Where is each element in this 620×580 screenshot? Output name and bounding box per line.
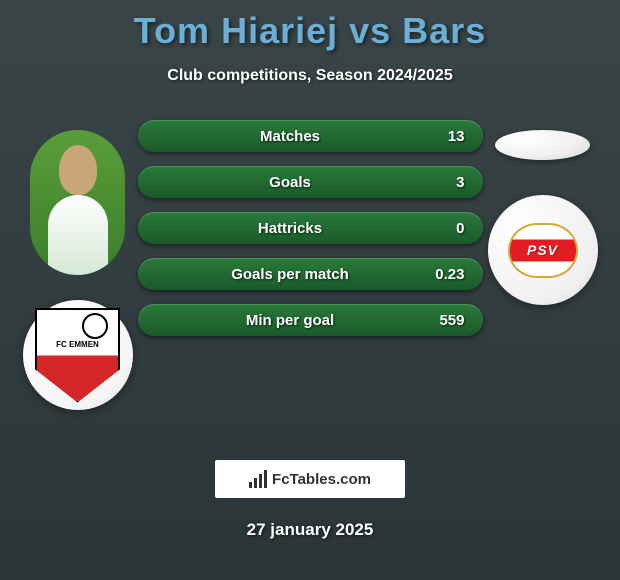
- subtitle: Club competitions, Season 2024/2025: [167, 67, 452, 85]
- stat-value: 3: [425, 174, 465, 191]
- stat-bar-goals: Goals 3: [138, 166, 483, 198]
- stat-value: 0: [425, 220, 465, 237]
- right-club-badge: PSV: [488, 195, 598, 305]
- stat-label: Goals: [156, 174, 425, 191]
- stat-value: 0.23: [425, 266, 465, 283]
- stat-value: 559: [425, 312, 465, 329]
- stat-bar-hattricks: Hattricks 0: [138, 212, 483, 244]
- opponent-placeholder-icon: [495, 130, 590, 160]
- date-text: 27 january 2025: [247, 520, 374, 540]
- watermark-text: FcTables.com: [272, 471, 371, 488]
- player-photo: [30, 130, 125, 275]
- left-player-column: FC EMMEN: [18, 120, 138, 410]
- stats-bars-container: Matches 13 Goals 3 Hattricks 0 Goals per…: [138, 120, 483, 336]
- stat-label: Matches: [156, 128, 425, 145]
- soccer-ball-icon: [82, 313, 108, 339]
- psv-club-name: PSV: [527, 242, 558, 258]
- stat-label: Min per goal: [156, 312, 425, 329]
- stat-label: Goals per match: [156, 266, 425, 283]
- stat-bar-mpg: Min per goal 559: [138, 304, 483, 336]
- right-opponent-column: PSV: [483, 120, 603, 305]
- stats-area: FC EMMEN Matches 13 Goals 3 Hattricks 0 …: [0, 120, 620, 410]
- page-title: Tom Hiariej vs Bars: [134, 10, 486, 52]
- psv-shield-icon: PSV: [508, 223, 578, 278]
- stat-bar-matches: Matches 13: [138, 120, 483, 152]
- emmen-club-name: FC EMMEN: [56, 340, 99, 349]
- stat-label: Hattricks: [156, 220, 425, 237]
- stat-bar-gpm: Goals per match 0.23: [138, 258, 483, 290]
- watermark-badge: FcTables.com: [215, 460, 405, 498]
- left-club-badge: FC EMMEN: [23, 300, 133, 410]
- stat-value: 13: [425, 128, 465, 145]
- bars-icon: [249, 470, 267, 488]
